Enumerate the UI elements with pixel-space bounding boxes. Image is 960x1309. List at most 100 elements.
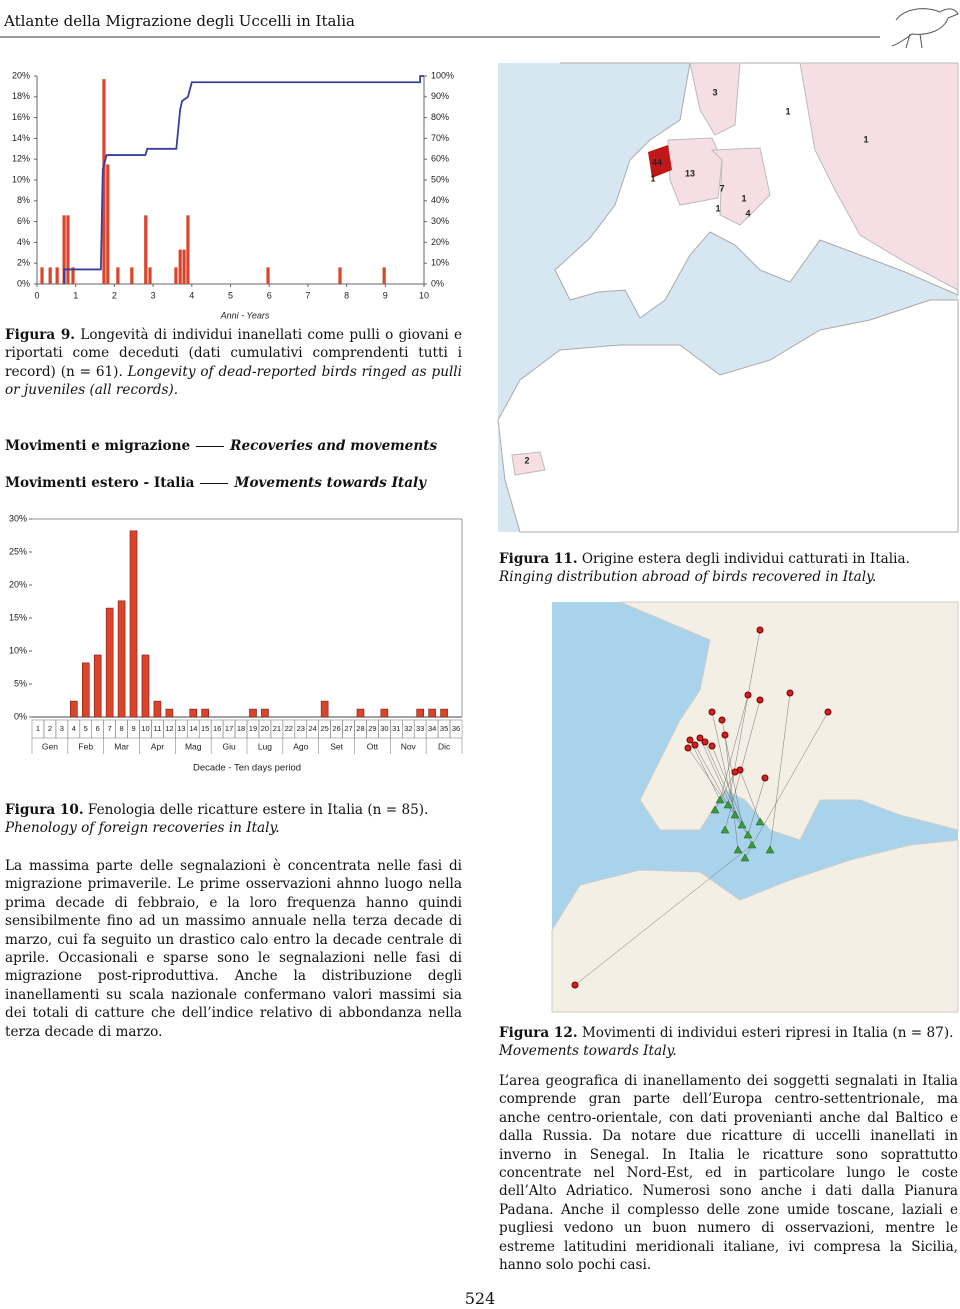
bar bbox=[62, 215, 66, 284]
x-tick-label: 15 bbox=[201, 724, 209, 733]
ringing-site bbox=[691, 741, 699, 749]
x-tick-label: 23 bbox=[297, 724, 305, 733]
x-tick-label: 35 bbox=[440, 724, 448, 733]
month-label: Dic bbox=[438, 741, 451, 751]
x-tick-label: 29 bbox=[368, 724, 376, 733]
section-subtitle-it: Movimenti estero - Italia bbox=[5, 475, 195, 491]
month-label: Apr bbox=[151, 741, 164, 751]
x-tick-label: 3 bbox=[60, 724, 64, 733]
recovery-site bbox=[730, 810, 740, 819]
bar bbox=[416, 708, 424, 718]
y2-tick-label: 100% bbox=[431, 70, 454, 80]
ringing-site bbox=[708, 742, 716, 750]
bar bbox=[105, 607, 114, 718]
ringing-site bbox=[761, 774, 769, 782]
ringing-site bbox=[721, 731, 729, 739]
x-tick-label: 20 bbox=[261, 724, 269, 733]
movement-line bbox=[719, 694, 749, 801]
ringing-site bbox=[686, 736, 694, 744]
paragraph: L’area geografica di inanellamento dei s… bbox=[499, 1073, 958, 1274]
movement-line bbox=[714, 771, 736, 811]
x-tick-label: 2 bbox=[112, 290, 117, 300]
bar bbox=[356, 708, 365, 718]
map-11 bbox=[497, 62, 959, 533]
bar bbox=[440, 708, 448, 718]
recovery-site bbox=[740, 853, 750, 862]
x-tick-label: 17 bbox=[225, 724, 233, 733]
x-tick-label: 7 bbox=[108, 724, 112, 733]
ringing-site bbox=[824, 708, 832, 716]
x-tick-label: 27 bbox=[344, 724, 352, 733]
caption-text-en: Phenology of foreign recoveries in Italy… bbox=[5, 820, 280, 837]
y-tick-label: 0% bbox=[17, 278, 30, 288]
recovery-site bbox=[765, 845, 775, 854]
bar bbox=[117, 600, 126, 718]
map-count-label: 1 bbox=[650, 173, 655, 183]
x-tick-label: 24 bbox=[309, 724, 317, 733]
x-tick-label: 13 bbox=[177, 724, 185, 733]
x-tick-label: 1 bbox=[73, 290, 78, 300]
x-tick-label: 8 bbox=[344, 290, 349, 300]
x-tick-label: 14 bbox=[189, 724, 197, 733]
movement-line bbox=[739, 769, 761, 823]
x-tick-label: 12 bbox=[165, 724, 173, 733]
x-tick-label: 31 bbox=[392, 724, 400, 733]
y-tick-label: 16% bbox=[12, 112, 30, 122]
movement-line bbox=[711, 711, 736, 816]
header-title: Atlante della Migrazione degli Uccelli i… bbox=[4, 12, 355, 30]
month-label: Ott bbox=[367, 741, 379, 751]
month-label: Mar bbox=[114, 741, 129, 751]
bar bbox=[144, 215, 148, 284]
y2-tick-label: 90% bbox=[431, 91, 449, 101]
caption-label: Figura 12. bbox=[499, 1025, 578, 1041]
y2-tick-label: 60% bbox=[431, 154, 449, 164]
x-tick-label: 8 bbox=[119, 724, 123, 733]
recovery-site bbox=[715, 795, 725, 804]
ringing-site bbox=[701, 738, 709, 746]
x-tick-label: 30 bbox=[380, 724, 388, 733]
y-tick-label: 14% bbox=[12, 133, 30, 143]
movement-line bbox=[747, 777, 766, 836]
caption-text: Origine estera degli individui catturati… bbox=[581, 551, 910, 567]
x-tick-label: 32 bbox=[404, 724, 412, 733]
x-tick-label: 5 bbox=[84, 724, 88, 733]
x-tick-label: 18 bbox=[237, 724, 245, 733]
y-tick-label: 18% bbox=[12, 91, 30, 101]
section-title: Movimenti e migrazione Recoveries and mov… bbox=[5, 437, 462, 455]
ringing-site bbox=[756, 626, 764, 634]
x-tick-label: 34 bbox=[428, 724, 436, 733]
bar bbox=[130, 267, 134, 284]
caption-text-en: Movements towards Italy. bbox=[499, 1043, 677, 1060]
bar bbox=[66, 215, 70, 284]
movement-line bbox=[744, 711, 829, 859]
month-label: Gen bbox=[42, 741, 58, 751]
country-netherlands bbox=[648, 145, 672, 178]
recovery-site bbox=[733, 845, 743, 854]
caption-label: Figura 10. bbox=[5, 802, 84, 818]
section-subtitle-en: Movements towards Italy bbox=[234, 475, 427, 491]
y-tick-label: 2% bbox=[17, 258, 30, 268]
recovery-site bbox=[755, 817, 765, 826]
x-tick-label: 4 bbox=[72, 724, 76, 733]
map-count-label: 44 bbox=[652, 157, 662, 167]
map-count-label: 1 bbox=[741, 193, 746, 203]
ringing-site bbox=[718, 716, 726, 724]
land-africa bbox=[497, 299, 959, 533]
bar bbox=[380, 708, 389, 718]
movement-line bbox=[694, 744, 729, 806]
x-axis-label: Anni - Years bbox=[220, 310, 270, 320]
bar bbox=[186, 215, 190, 284]
bird-logo bbox=[891, 8, 959, 49]
y-tick-label: 10% bbox=[12, 174, 30, 184]
bar bbox=[55, 267, 59, 284]
bar bbox=[148, 267, 152, 284]
bar bbox=[178, 249, 182, 284]
map-12 bbox=[551, 601, 959, 1013]
y-tick-label: 5% bbox=[14, 678, 27, 688]
country-sweden bbox=[689, 62, 741, 136]
x-axis-label: Decade - Ten days period bbox=[193, 763, 301, 774]
y2-tick-label: 50% bbox=[431, 174, 449, 184]
bar bbox=[201, 708, 209, 718]
x-tick-label: 22 bbox=[285, 724, 293, 733]
caption-label: Figura 11. bbox=[499, 551, 578, 567]
